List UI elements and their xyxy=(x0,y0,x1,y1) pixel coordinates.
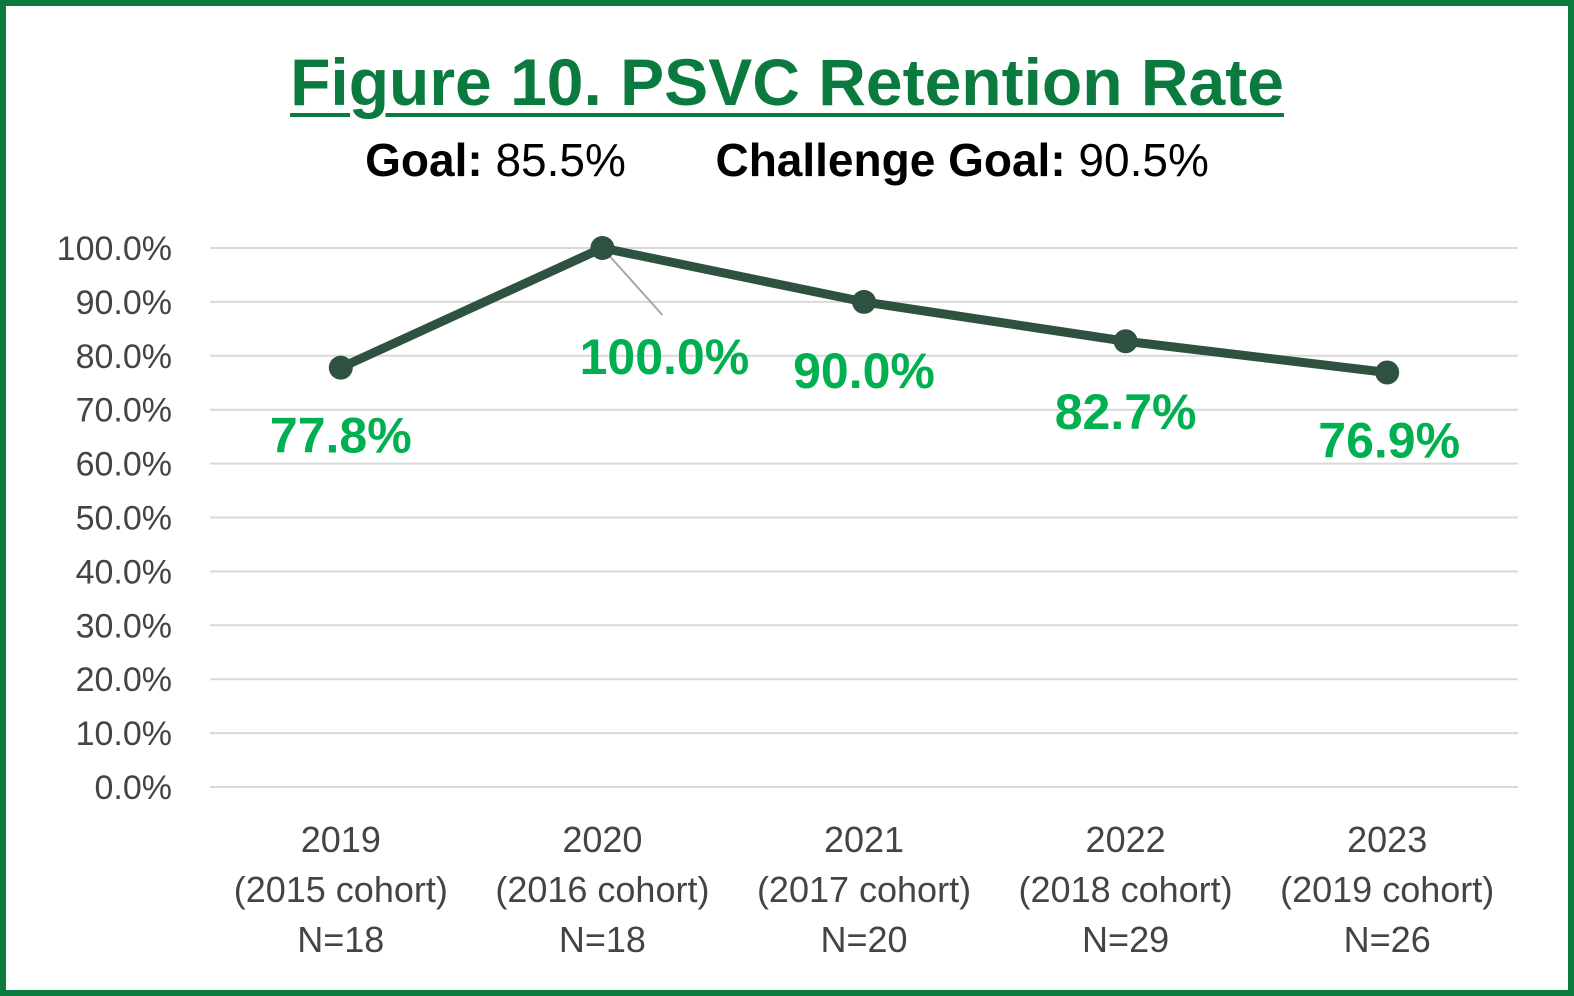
y-tick-label: 70.0% xyxy=(76,392,172,430)
y-tick-label: 10.0% xyxy=(76,715,172,753)
data-label: 76.9% xyxy=(1318,413,1460,469)
y-tick-label: 20.0% xyxy=(76,661,172,699)
y-tick-label: 40.0% xyxy=(76,553,172,591)
goal-value: 85.5% xyxy=(495,134,626,186)
data-point xyxy=(1113,329,1138,354)
x-tick-label: (2016 cohort) xyxy=(495,869,709,910)
challenge-goal-label: Challenge Goal: xyxy=(715,134,1066,186)
x-tick-label: 2019 xyxy=(301,819,381,860)
challenge-goal-value: 90.5% xyxy=(1078,134,1209,186)
x-tick-label: (2015 cohort) xyxy=(234,869,448,910)
data-point xyxy=(1375,360,1400,385)
x-tick-label: (2019 cohort) xyxy=(1280,869,1494,910)
x-tick-label: N=26 xyxy=(1344,919,1431,960)
data-point xyxy=(590,236,615,260)
goal-label: Goal: xyxy=(365,134,483,186)
x-tick-label: 2020 xyxy=(562,819,642,860)
label-leader-line xyxy=(601,247,664,316)
x-tick-label: 2023 xyxy=(1347,819,1427,860)
chart-title: Figure 10. PSVC Retention Rate xyxy=(0,42,1574,122)
x-tick-label: N=18 xyxy=(297,919,384,960)
data-label: 82.7% xyxy=(1055,384,1197,440)
y-tick-label: 90.0% xyxy=(76,284,172,322)
x-tick-label: N=20 xyxy=(820,919,907,960)
y-tick-label: 50.0% xyxy=(76,500,172,538)
data-label: 77.8% xyxy=(270,408,412,464)
x-tick-label: (2018 cohort) xyxy=(1019,869,1233,910)
x-tick-label: N=18 xyxy=(559,919,646,960)
data-label: 100.0% xyxy=(580,329,750,385)
y-tick-label: 60.0% xyxy=(76,446,172,484)
y-tick-label: 0.0% xyxy=(95,769,173,807)
x-tick-label: 2021 xyxy=(824,819,904,860)
y-tick-label: 30.0% xyxy=(76,607,172,645)
x-tick-label: 2022 xyxy=(1086,819,1166,860)
chart-title-text: Figure 10. PSVC Retention Rate xyxy=(290,45,1284,119)
y-tick-label: 80.0% xyxy=(76,338,172,376)
goals-line: Goal: 85.5% Challenge Goal: 90.5% xyxy=(0,132,1574,188)
data-point xyxy=(328,355,353,380)
y-tick-label: 100.0% xyxy=(57,230,172,268)
x-tick-label: N=29 xyxy=(1082,919,1169,960)
data-label: 90.0% xyxy=(793,343,935,399)
data-point xyxy=(852,289,876,314)
x-tick-label: (2017 cohort) xyxy=(757,869,971,910)
